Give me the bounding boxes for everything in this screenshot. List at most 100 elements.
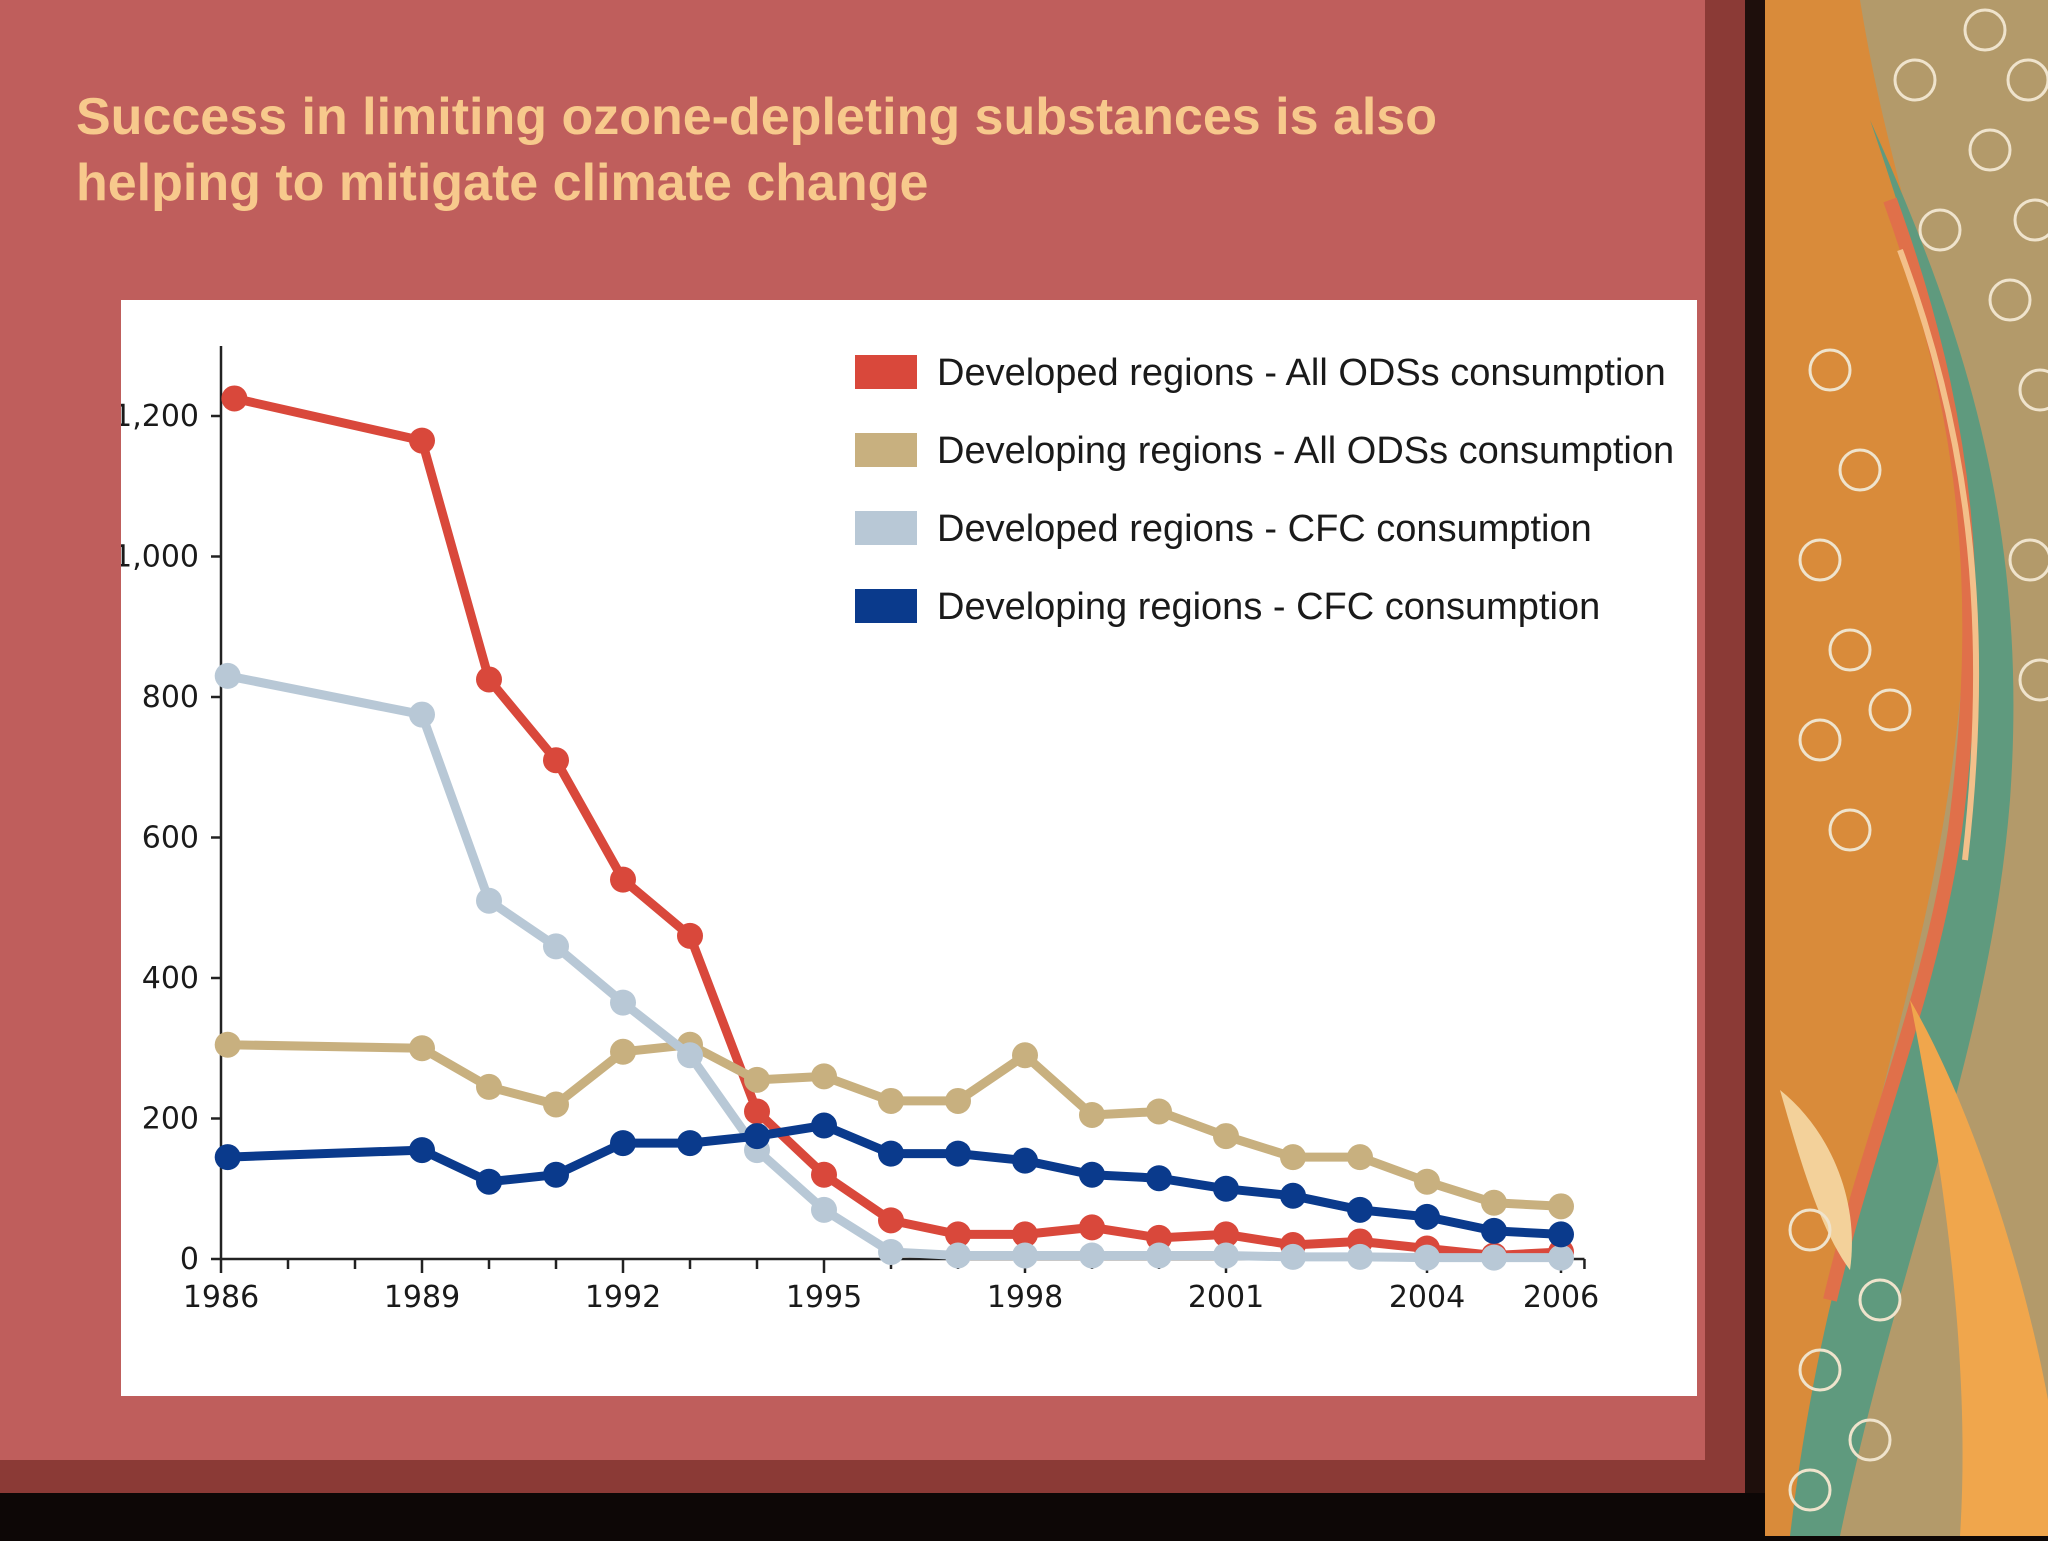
slide-bevel-bottom bbox=[0, 1460, 1745, 1493]
data-point bbox=[945, 1140, 971, 1167]
data-point bbox=[1280, 1182, 1306, 1209]
data-point bbox=[677, 1130, 703, 1157]
x-tick-label: 2004 bbox=[1389, 1280, 1465, 1315]
data-point bbox=[409, 701, 435, 728]
data-point bbox=[945, 1087, 971, 1114]
x-tick-label: 2006 bbox=[1523, 1280, 1599, 1315]
data-point bbox=[221, 385, 248, 412]
chart-panel: 1986 1989 1992 1995 1998 2001 2004 2006 0 200 400 6… bbox=[121, 300, 1697, 1396]
data-point bbox=[1548, 1244, 1574, 1271]
slide-bevel-right bbox=[1705, 0, 1745, 1493]
data-point bbox=[476, 666, 502, 693]
chart-legend: Developed regions - All ODSs consumption… bbox=[855, 352, 1674, 628]
data-point bbox=[610, 1038, 636, 1065]
data-point bbox=[1079, 1161, 1105, 1188]
legend-swatch bbox=[855, 589, 917, 623]
data-point bbox=[476, 1168, 502, 1195]
data-point bbox=[1213, 1175, 1239, 1202]
data-point bbox=[811, 1196, 837, 1223]
y-tick-label: 0 bbox=[180, 1242, 199, 1277]
legend-swatch bbox=[855, 433, 917, 467]
data-point bbox=[677, 1042, 703, 1069]
data-point bbox=[945, 1242, 971, 1269]
data-point bbox=[610, 866, 636, 893]
data-point bbox=[1280, 1144, 1306, 1171]
slide-title-line-1: Success in limiting ozone-depleting subs… bbox=[76, 88, 1437, 146]
data-point bbox=[1414, 1244, 1440, 1271]
data-point bbox=[878, 1207, 904, 1234]
data-point bbox=[214, 662, 241, 689]
frame-divider bbox=[1745, 0, 1765, 1536]
x-tick-label: 1989 bbox=[384, 1280, 460, 1315]
y-tick-label: 200 bbox=[142, 1102, 199, 1137]
legend-label: Developed regions - CFC consumption bbox=[937, 508, 1592, 550]
data-point bbox=[1213, 1221, 1239, 1248]
data-point bbox=[1079, 1214, 1105, 1241]
legend-swatch bbox=[855, 511, 917, 545]
chart-series-layer bbox=[214, 385, 1574, 1271]
data-point bbox=[1146, 1098, 1172, 1125]
data-point bbox=[610, 1130, 636, 1157]
data-point bbox=[744, 1066, 770, 1093]
y-tick-label: 400 bbox=[142, 961, 199, 996]
data-point bbox=[409, 1035, 435, 1062]
data-point bbox=[1012, 1042, 1038, 1069]
data-point bbox=[1012, 1242, 1038, 1269]
data-point bbox=[543, 933, 569, 960]
line-chart: 1986 1989 1992 1995 1998 2001 2004 2006 0 200 400 6… bbox=[121, 346, 1674, 1315]
series-3 bbox=[214, 662, 1574, 1271]
series-4 bbox=[214, 1112, 1574, 1248]
data-point bbox=[1414, 1203, 1440, 1230]
y-tick-label: 1,200 bbox=[121, 399, 199, 434]
data-point bbox=[1481, 1189, 1507, 1216]
y-tick-label: 600 bbox=[142, 821, 199, 856]
data-point bbox=[214, 1144, 241, 1171]
floral-ribbon-border bbox=[1765, 0, 2048, 1536]
x-tick-label: 1995 bbox=[786, 1280, 862, 1315]
data-point bbox=[1347, 1144, 1373, 1171]
data-point bbox=[1481, 1244, 1507, 1271]
data-point bbox=[1347, 1196, 1373, 1223]
data-point bbox=[878, 1087, 904, 1114]
data-point bbox=[409, 1137, 435, 1164]
data-point bbox=[1213, 1123, 1239, 1150]
x-tick-label: 1986 bbox=[183, 1280, 259, 1315]
data-point bbox=[409, 427, 435, 454]
data-point bbox=[543, 1161, 569, 1188]
data-point bbox=[543, 1091, 569, 1118]
data-point bbox=[744, 1098, 770, 1125]
data-point bbox=[543, 747, 569, 774]
series-line bbox=[223, 671, 1566, 1263]
data-point bbox=[476, 887, 502, 914]
data-point bbox=[1347, 1243, 1373, 1270]
data-point bbox=[214, 1031, 241, 1058]
data-point bbox=[1012, 1221, 1038, 1248]
x-tick-label: 1992 bbox=[585, 1280, 661, 1315]
slide-title: Success in limiting ozone-depleting subs… bbox=[76, 84, 1676, 216]
data-point bbox=[811, 1161, 837, 1188]
data-point bbox=[1548, 1193, 1574, 1220]
legend-label: Developing regions - CFC consumption bbox=[937, 586, 1600, 628]
data-point bbox=[1481, 1217, 1507, 1244]
data-point bbox=[878, 1238, 904, 1265]
data-point bbox=[811, 1063, 837, 1090]
data-point bbox=[1012, 1147, 1038, 1174]
data-point bbox=[610, 989, 636, 1016]
data-point bbox=[1548, 1221, 1574, 1248]
series-2 bbox=[214, 1031, 1574, 1220]
data-point bbox=[476, 1073, 502, 1100]
data-point bbox=[1079, 1242, 1105, 1269]
frame-bottom bbox=[0, 1493, 1765, 1536]
legend-label: Developing regions - All ODSs consumptio… bbox=[937, 430, 1674, 472]
data-point bbox=[677, 922, 703, 949]
data-point bbox=[1280, 1243, 1306, 1270]
legend-label: Developed regions - All ODSs consumption bbox=[937, 352, 1666, 394]
data-point bbox=[1213, 1242, 1239, 1269]
data-point bbox=[878, 1140, 904, 1167]
x-tick-label: 1998 bbox=[987, 1280, 1063, 1315]
data-point bbox=[1146, 1242, 1172, 1269]
y-tick-label: 800 bbox=[142, 680, 199, 715]
data-point bbox=[1079, 1101, 1105, 1128]
data-point bbox=[1146, 1165, 1172, 1192]
